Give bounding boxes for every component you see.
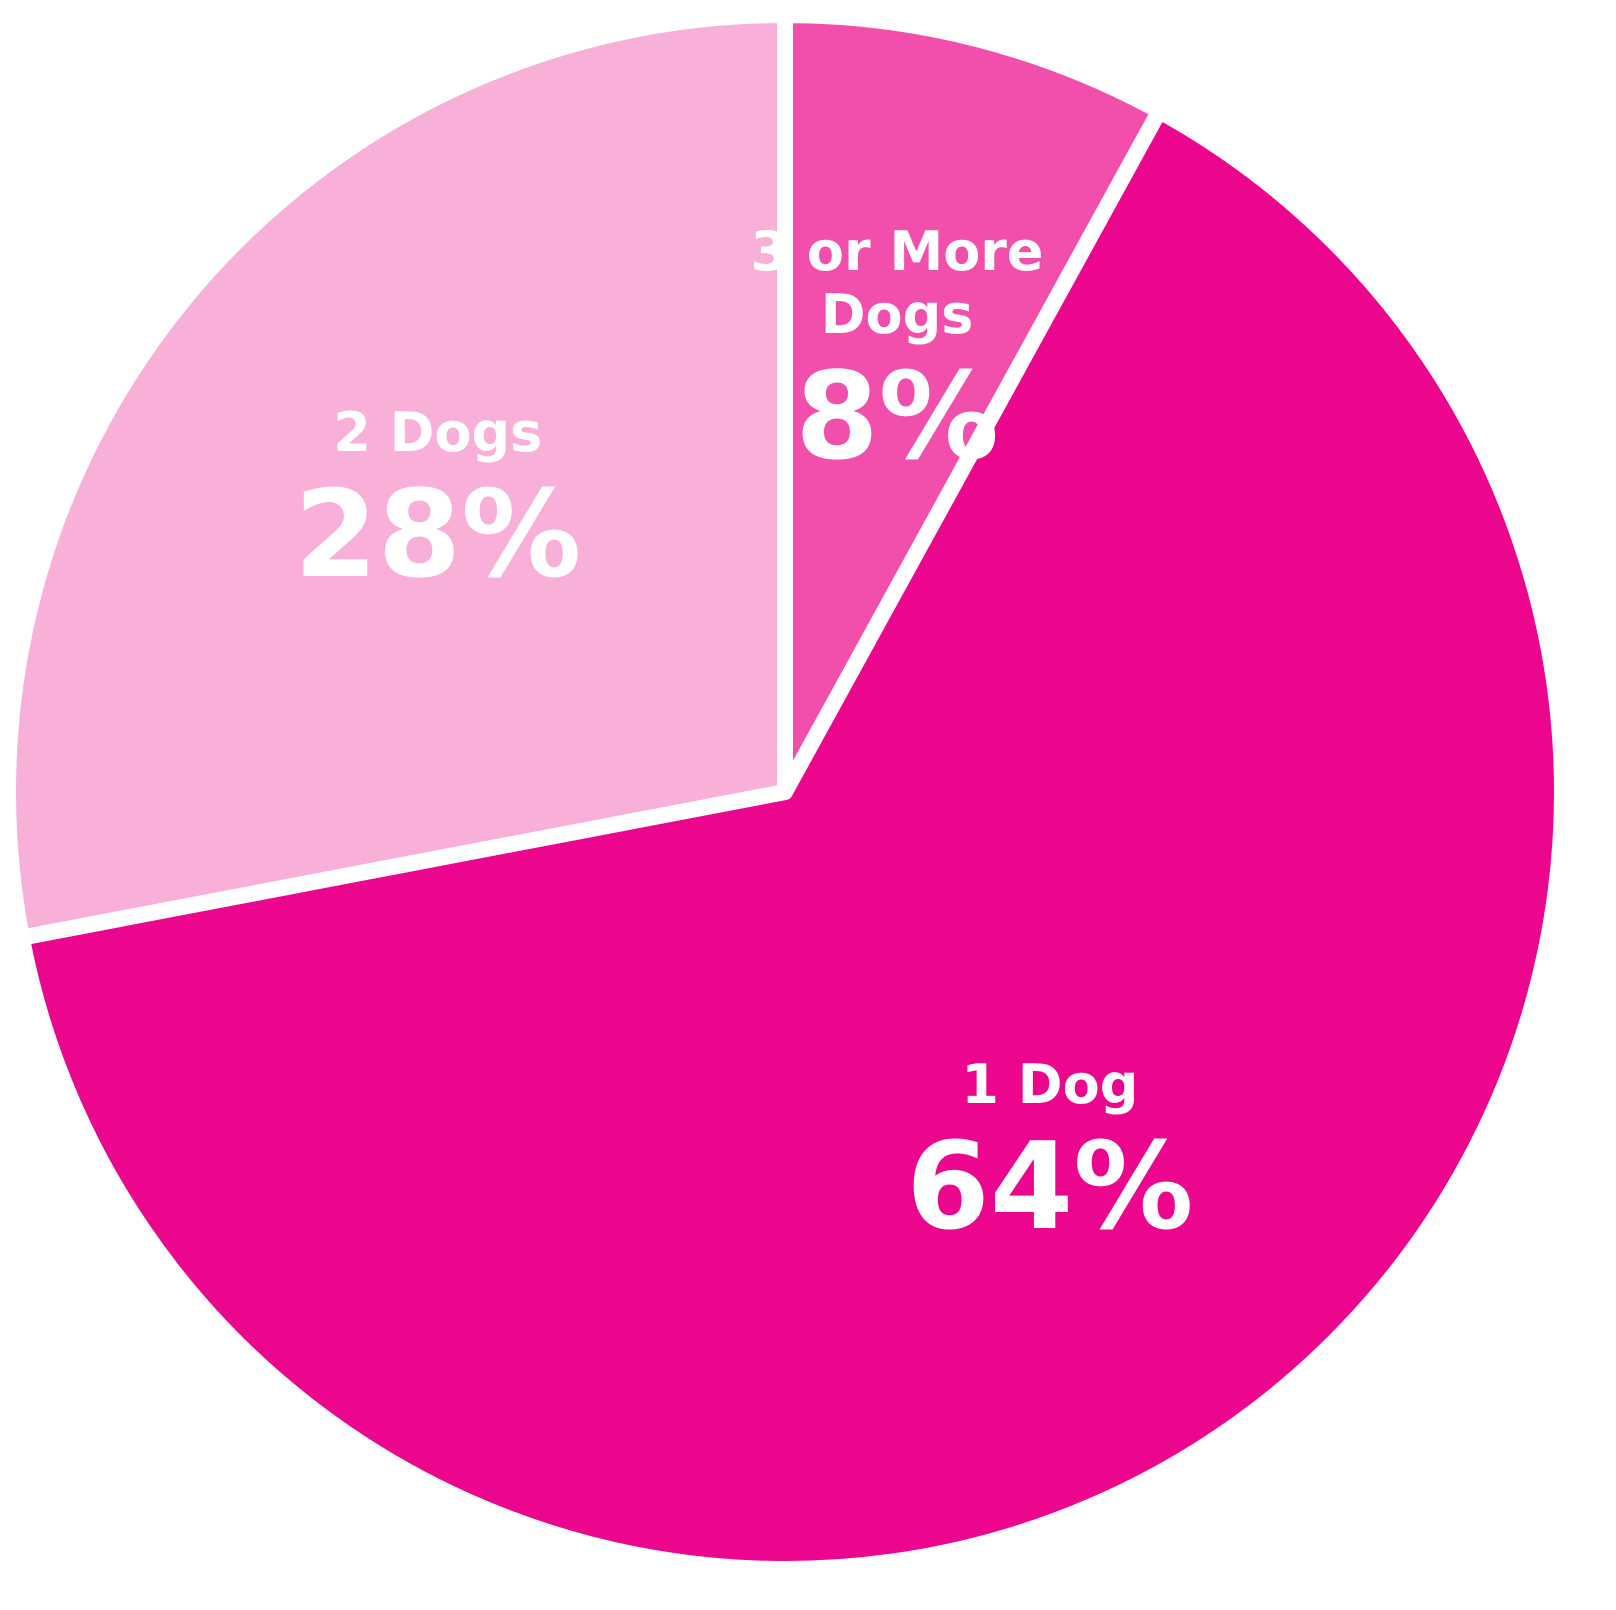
value-label: 64% <box>906 1117 1194 1257</box>
value-label: 8% <box>795 347 999 487</box>
category-label: 1 Dog <box>961 1052 1139 1116</box>
slice-label: 3 or More Dogs 8% <box>727 221 1067 489</box>
category-label: 2 Dogs <box>333 400 543 464</box>
pie-slice <box>13 103 1570 1577</box>
value-label: 28% <box>294 465 582 605</box>
slice-label: 2 Dogs 28% <box>268 400 608 608</box>
slice-label: 1 Dog 64% <box>880 1052 1220 1260</box>
pie-slice <box>777 7 1168 800</box>
category-label: 3 or More Dogs <box>750 220 1044 346</box>
pie-slice <box>0 7 793 946</box>
